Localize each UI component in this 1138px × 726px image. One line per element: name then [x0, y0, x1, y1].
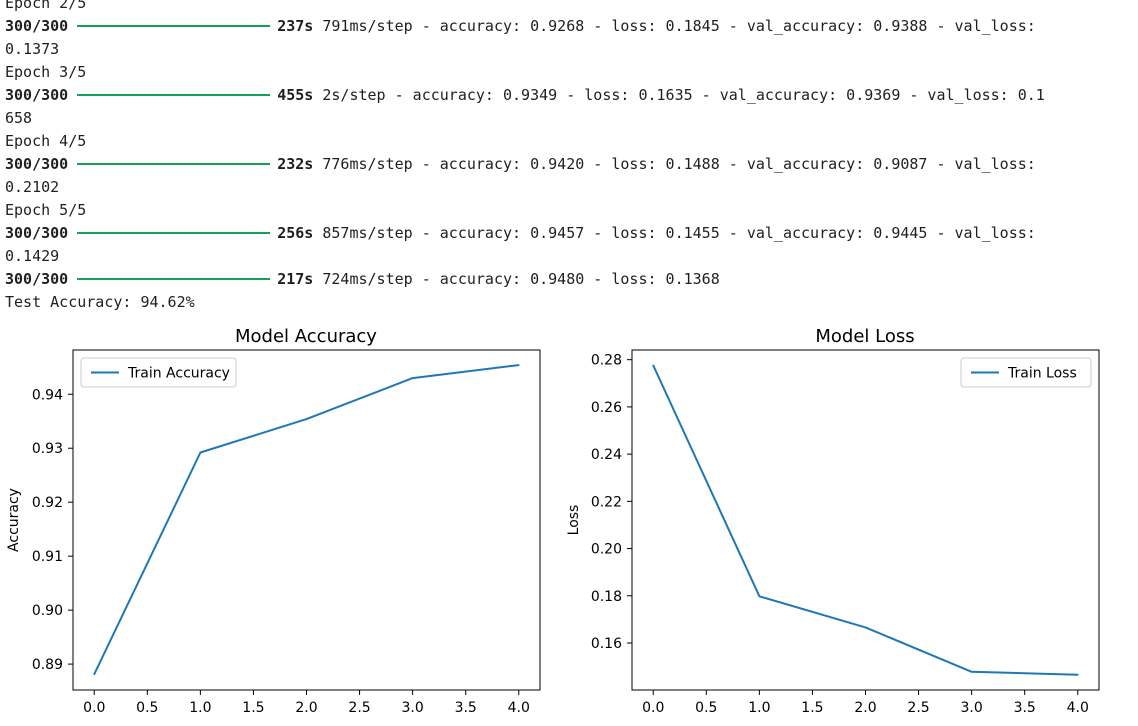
- progress-bar: [77, 162, 271, 165]
- chart-title: Model Loss: [815, 326, 914, 347]
- progress-bar: [77, 231, 271, 234]
- data-point: [1076, 673, 1079, 676]
- y-tick-label: 0.90: [32, 603, 63, 619]
- metrics-text: 724ms/step - accuracy: 0.9480 - loss: 0.…: [322, 270, 720, 288]
- data-point: [93, 673, 96, 676]
- x-tick-label: 0.5: [136, 700, 158, 716]
- data-point: [517, 364, 520, 366]
- data-point: [199, 451, 202, 454]
- y-tick-label: 0.89: [32, 657, 63, 673]
- chart-title: Model Accuracy: [235, 326, 377, 347]
- elapsed-time: 232s: [277, 155, 314, 173]
- epoch-header: Epoch 4/5: [5, 132, 87, 150]
- test-accuracy-line: Test Accuracy: 94.62%: [5, 293, 195, 311]
- metrics-text: 857ms/step - accuracy: 0.9457 - loss: 0.…: [322, 224, 1036, 242]
- y-tick-label: 0.91: [32, 549, 63, 565]
- console-text-line: 0.1373: [5, 40, 60, 58]
- progress-line: 300/300 256s 857ms/step - accuracy: 0.945…: [5, 222, 1133, 245]
- legend-box: [80, 357, 237, 388]
- series-line: [652, 364, 1078, 676]
- step-count: 300/300: [5, 270, 69, 288]
- y-tick-label: 0.26: [591, 400, 622, 416]
- metrics-text: 791ms/step - accuracy: 0.9268 - loss: 0.…: [322, 17, 1036, 35]
- y-tick-label: 0.16: [591, 636, 622, 652]
- data-point: [970, 671, 973, 673]
- data-point: [758, 595, 761, 598]
- figure-canvas: Model Accuracy Accuracy 0.0 0.5 1.0 1.5 2.0 2.5…: [6, 326, 1100, 716]
- y-axis-label: Accuracy: [6, 488, 22, 552]
- epoch-header: Epoch 3/5: [5, 63, 87, 81]
- y-tick-label: 0.18: [591, 589, 622, 605]
- console-text-line: 0.2102: [5, 178, 60, 196]
- x-tick-label: 4.0: [1067, 700, 1089, 716]
- elapsed-time: 455s: [277, 86, 314, 104]
- plot-frame: [631, 349, 1100, 691]
- plot-frame: [72, 349, 541, 691]
- progress-bar: [77, 24, 271, 27]
- series-line: [93, 364, 519, 675]
- elapsed-time: 256s: [277, 224, 314, 242]
- epoch-header: Epoch 5/5: [5, 201, 87, 219]
- x-tick-label: 2.0: [295, 700, 317, 716]
- x-tick-label: 1.0: [748, 700, 770, 716]
- x-tick-label: 2.0: [854, 700, 876, 716]
- data-point: [305, 418, 308, 420]
- elapsed-time: 217s: [277, 270, 314, 288]
- y-tick-label: 0.22: [591, 494, 622, 510]
- progress-bar: [77, 277, 271, 280]
- console-output: Epoch 2/5 300/300 237s 791ms/step - accura…: [5, 0, 1133, 314]
- x-tick-label: 3.5: [1014, 700, 1036, 716]
- y-tick-label: 0.92: [32, 495, 63, 511]
- x-tick-label: 3.0: [402, 700, 424, 716]
- x-tick-label: 0.0: [83, 700, 105, 716]
- console-text-line: 658: [5, 109, 33, 127]
- y-tick-label: 0.28: [591, 353, 622, 369]
- step-count: 300/300: [5, 17, 69, 35]
- metrics-text: 776ms/step - accuracy: 0.9420 - loss: 0.…: [322, 155, 1036, 173]
- x-tick-label: 0.0: [642, 700, 664, 716]
- progress-line: 300/300 232s 776ms/step - accuracy: 0.942…: [5, 153, 1133, 176]
- y-axis-label: Loss: [566, 505, 582, 536]
- y-tick-label: 0.24: [591, 447, 622, 463]
- progress-bar: [77, 93, 271, 96]
- x-tick-label: 3.5: [455, 700, 477, 716]
- step-count: 300/300: [5, 155, 69, 173]
- data-point: [864, 626, 867, 629]
- x-tick-label: 4.0: [508, 700, 530, 716]
- progress-line: 300/300 217s 724ms/step - accuracy: 0.948…: [5, 268, 1133, 291]
- elapsed-time: 237s: [277, 17, 314, 35]
- x-tick-label: 1.0: [189, 700, 211, 716]
- metrics-text: 2s/step - accuracy: 0.9349 - loss: 0.163…: [322, 86, 1045, 104]
- epoch-header: Epoch 2/5: [5, 0, 87, 12]
- x-tick-label: 2.5: [348, 700, 370, 716]
- legend-label: Train Accuracy: [127, 366, 230, 382]
- x-tick-label: 2.5: [907, 700, 929, 716]
- legend-label: Train Loss: [1007, 366, 1077, 382]
- y-tick-label: 0.20: [591, 542, 622, 558]
- x-tick-label: 1.5: [801, 700, 823, 716]
- data-point: [652, 364, 655, 367]
- y-tick-label: 0.94: [32, 387, 63, 403]
- x-tick-label: 1.5: [242, 700, 264, 716]
- console-text-line: 0.1429: [5, 247, 60, 265]
- legend-box: [960, 357, 1092, 388]
- progress-line: 300/300 237s 791ms/step - accuracy: 0.926…: [5, 15, 1133, 38]
- y-tick-label: 0.93: [32, 441, 63, 457]
- x-tick-label: 3.0: [961, 700, 983, 716]
- data-point: [411, 377, 414, 379]
- x-tick-label: 0.5: [695, 700, 717, 716]
- step-count: 300/300: [5, 224, 69, 242]
- progress-line: 300/300 455s 2s/step - accuracy: 0.9349 -…: [5, 84, 1133, 107]
- training-figure: Model Accuracy Accuracy 0.0 0.5 1.0 1.5 2.0 2.5…: [0, 318, 1138, 722]
- step-count: 300/300: [5, 86, 69, 104]
